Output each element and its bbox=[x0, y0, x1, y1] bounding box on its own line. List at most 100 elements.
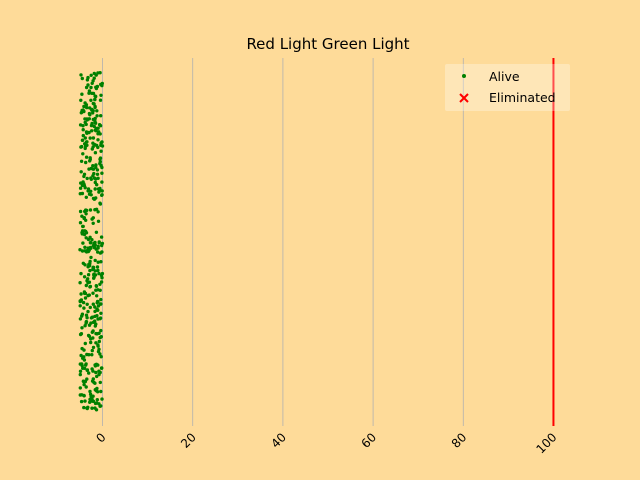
alive-point bbox=[99, 149, 103, 153]
alive-point bbox=[78, 304, 82, 308]
alive-point bbox=[84, 283, 89, 288]
alive-point bbox=[99, 311, 103, 315]
alive-point bbox=[97, 240, 101, 244]
alive-point bbox=[94, 230, 99, 234]
alive-point bbox=[78, 332, 83, 337]
alive-point bbox=[95, 265, 100, 269]
alive-point bbox=[94, 94, 98, 99]
alive-point bbox=[89, 123, 94, 128]
alive-point bbox=[84, 160, 88, 165]
alive-point bbox=[99, 355, 103, 359]
alive-point bbox=[98, 380, 103, 385]
alive-point bbox=[91, 164, 95, 168]
alive-point bbox=[84, 218, 88, 222]
alive-point bbox=[86, 333, 91, 338]
alive-point bbox=[88, 136, 92, 140]
alive-point bbox=[90, 81, 94, 86]
alive-point bbox=[98, 352, 102, 356]
alive-point bbox=[93, 388, 98, 392]
alive-point bbox=[80, 326, 84, 330]
alive-point bbox=[95, 314, 99, 318]
legend-eliminated-label: Eliminated bbox=[489, 90, 556, 105]
alive-point bbox=[80, 314, 84, 318]
alive-point bbox=[96, 210, 100, 214]
alive-point bbox=[88, 285, 92, 289]
alive-point bbox=[100, 144, 105, 148]
alive-point bbox=[87, 117, 92, 121]
alive-point bbox=[87, 167, 91, 171]
alive-point bbox=[93, 128, 98, 132]
alive-point bbox=[95, 398, 100, 402]
alive-point bbox=[96, 250, 100, 254]
alive-point bbox=[89, 85, 93, 90]
alive-point bbox=[80, 138, 85, 142]
alive-point bbox=[81, 180, 85, 184]
alive-point bbox=[96, 126, 100, 130]
alive-point bbox=[78, 386, 83, 390]
alive-point bbox=[86, 277, 90, 281]
alive-point bbox=[98, 161, 102, 166]
alive-point bbox=[99, 260, 103, 264]
alive-point bbox=[81, 124, 85, 128]
alive-point bbox=[98, 71, 102, 75]
alive-point bbox=[91, 91, 96, 96]
alive-point bbox=[86, 187, 91, 191]
alive-point bbox=[81, 300, 86, 305]
legend-alive-marker bbox=[462, 74, 466, 78]
alive-point bbox=[78, 372, 83, 377]
alive-point bbox=[90, 107, 94, 112]
alive-point bbox=[99, 328, 103, 333]
alive-point bbox=[86, 309, 90, 314]
alive-point bbox=[98, 98, 103, 102]
alive-point bbox=[95, 114, 99, 118]
alive-point bbox=[80, 92, 84, 96]
x-tick-labels: 0 20 40 60 80 100 bbox=[93, 430, 559, 456]
alive-point bbox=[82, 174, 86, 179]
alive-point bbox=[100, 193, 104, 197]
alive-point bbox=[97, 271, 101, 276]
legend-alive-label: Alive bbox=[489, 69, 520, 84]
alive-point bbox=[95, 168, 100, 172]
alive-point bbox=[89, 177, 94, 181]
alive-point bbox=[99, 235, 104, 239]
alive-point bbox=[83, 136, 88, 140]
alive-point bbox=[79, 292, 83, 296]
alive-point bbox=[78, 221, 83, 225]
alive-point bbox=[80, 110, 84, 115]
alive-point bbox=[96, 138, 100, 142]
alive-point bbox=[100, 165, 104, 170]
alive-point bbox=[93, 258, 97, 263]
alive-points bbox=[78, 71, 105, 412]
chart-title: Red Light Green Light bbox=[246, 35, 409, 53]
alive-point bbox=[78, 369, 83, 373]
alive-point bbox=[96, 317, 100, 321]
alive-point bbox=[98, 132, 102, 136]
alive-point bbox=[94, 362, 99, 366]
alive-point bbox=[98, 316, 103, 320]
alive-point bbox=[80, 214, 84, 218]
alive-point bbox=[79, 399, 84, 404]
legend-eliminated-marker bbox=[459, 93, 469, 103]
alive-point bbox=[96, 244, 100, 248]
alive-point bbox=[82, 405, 86, 410]
alive-point bbox=[98, 302, 103, 306]
alive-point bbox=[100, 171, 104, 175]
alive-point bbox=[90, 353, 94, 357]
alive-point bbox=[85, 176, 89, 181]
alive-point bbox=[81, 261, 86, 265]
legend: Alive Eliminated bbox=[445, 64, 570, 111]
alive-point bbox=[87, 192, 92, 196]
alive-point bbox=[86, 273, 91, 277]
alive-point bbox=[83, 399, 87, 403]
alive-point bbox=[98, 288, 102, 292]
alive-point bbox=[95, 84, 100, 89]
alive-point bbox=[94, 284, 99, 288]
alive-point bbox=[83, 209, 87, 214]
alive-point bbox=[84, 195, 89, 199]
alive-point bbox=[98, 124, 103, 128]
alive-point bbox=[84, 144, 88, 148]
alive-point bbox=[82, 382, 86, 387]
alive-point bbox=[85, 368, 90, 372]
alive-point bbox=[95, 374, 99, 379]
